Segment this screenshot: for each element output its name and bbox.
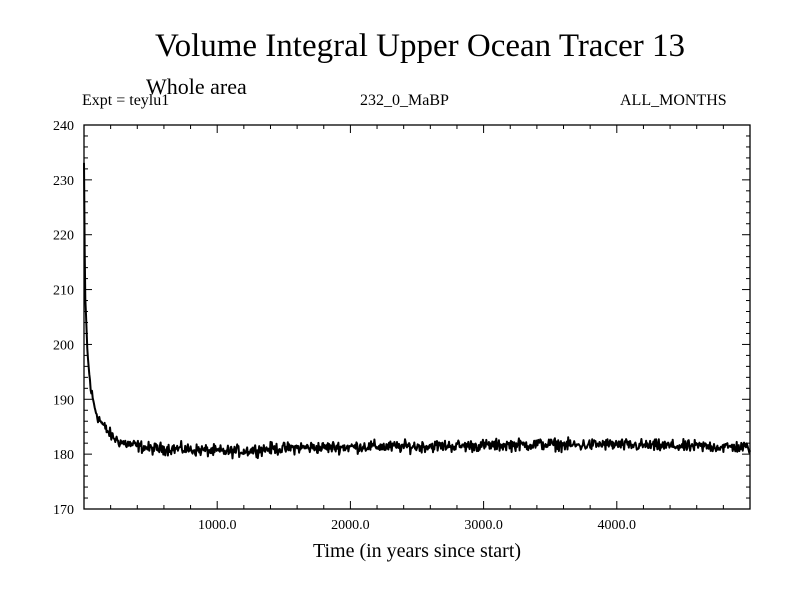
run-label: 232_0_MaBP [360,92,449,109]
minor-ticks [84,125,750,509]
y-tick-label: 210 [53,284,74,299]
experiment-label: Expt = teylu1 [82,92,170,109]
chart-title: Volume Integral Upper Ocean Tracer 13 [155,28,685,64]
chart-subtitle: Whole area [146,74,247,99]
months-label: ALL_MONTHS [620,92,727,109]
plot-frame [83,124,751,510]
x-tick-label: 1000.0 [198,518,237,533]
y-tick-label: 240 [53,119,74,134]
x-axis-label: Time (in years since start) [312,540,522,562]
x-tick-label: 3000.0 [464,518,503,533]
y-tick-label: 190 [53,393,74,408]
x-tick-label: 4000.0 [598,518,637,533]
y-tick-label: 170 [53,503,74,518]
series-line [83,162,751,460]
tick-labels: 170 180 190 200 210 220 230 240 1000.0 2000.0 3000… [53,119,636,533]
y-tick-label: 220 [53,229,74,244]
y-tick-label: 200 [53,338,74,353]
y-tick-label: 230 [53,174,74,189]
y-tick-label: 180 [53,448,74,463]
x-tick-label: 2000.0 [331,518,370,533]
